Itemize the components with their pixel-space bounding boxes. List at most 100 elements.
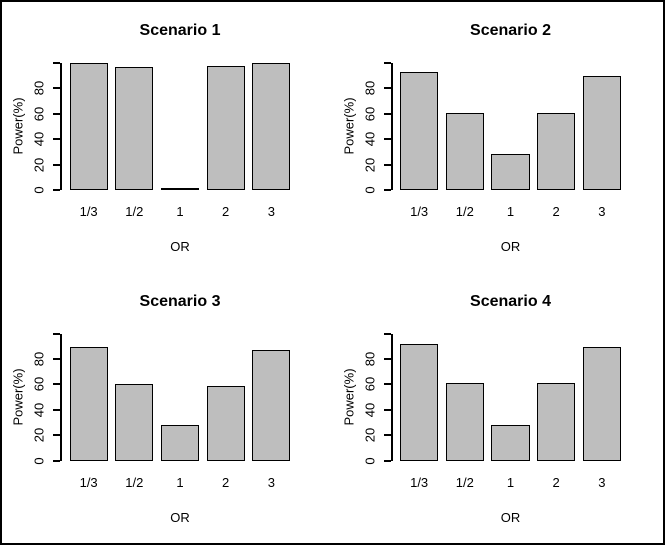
category-label: 1/3: [79, 474, 98, 490]
bar: [537, 383, 576, 461]
category-label: 2: [552, 204, 560, 219]
y-tick: [383, 62, 391, 64]
y-tick: [53, 332, 60, 335]
category-label: 1: [176, 204, 184, 219]
category-label: 1/2: [125, 474, 144, 490]
bar: [252, 350, 291, 461]
y-tick-label: 80: [362, 351, 377, 367]
y-tick: [53, 357, 60, 360]
y-tick-label: 20: [362, 157, 377, 172]
y-tick: [53, 62, 60, 64]
category-label: 1: [506, 474, 515, 490]
x-axis-label: OR: [170, 509, 190, 525]
category-label: 3: [267, 204, 275, 219]
y-tick: [53, 434, 60, 437]
bar: [115, 66, 154, 190]
category-label: 2: [222, 204, 230, 219]
category-label: 2: [222, 474, 230, 490]
y-tick: [383, 357, 391, 360]
y-tick: [383, 408, 391, 411]
y-tick-label: 60: [362, 106, 377, 122]
y-tick-label: 80: [362, 81, 377, 96]
bar: [160, 188, 200, 190]
y-axis-label: Power(%): [10, 367, 26, 426]
y-axis-line: [390, 63, 393, 190]
bar: [206, 65, 245, 190]
y-tick-label: 60: [362, 377, 377, 392]
chart-title: Scenario 2: [470, 22, 551, 39]
x-axis-label: OR: [500, 509, 521, 525]
category-label: 1: [176, 474, 184, 490]
x-axis-label: OR: [170, 239, 190, 254]
category-label: 1/2: [455, 474, 474, 490]
y-axis-line: [60, 333, 62, 461]
y-tick-label: 0: [31, 186, 47, 194]
y-tick-label: 80: [31, 351, 47, 367]
category-label: 3: [598, 204, 606, 219]
x-axis-label: OR: [500, 239, 521, 254]
y-tick-label: 0: [362, 456, 377, 465]
y-tick: [383, 434, 391, 437]
y-tick: [53, 408, 60, 411]
category-label: 1/2: [125, 204, 144, 219]
y-tick: [383, 138, 391, 141]
bar: [491, 424, 530, 461]
panel-scenario-3: Scenario 3 Power(%) 0 20 40 60 80 1/3 1/2 1 2 3 O…: [2, 273, 333, 544]
panel-scenario-2: Scenario 2 Power(%) 0 20 40 60 80 1/3 1/2 1 2 3 O…: [333, 2, 664, 273]
category-label: 1: [506, 204, 515, 219]
category-label: 1/3: [410, 474, 429, 490]
y-tick: [383, 332, 391, 335]
panel-scenario-4: Scenario 4 Power(%) 0 20 40 60 80 1/3 1/2 1 2 3 O…: [333, 273, 664, 544]
y-tick-label: 40: [362, 402, 377, 417]
category-label: 1/2: [455, 204, 474, 219]
bar: [445, 112, 484, 190]
y-axis-line: [390, 333, 393, 461]
y-axis-label: Power(%): [341, 367, 356, 426]
category-label: 1/3: [79, 204, 98, 219]
y-tick: [53, 189, 60, 191]
y-tick: [53, 459, 60, 462]
y-tick: [383, 459, 391, 462]
y-tick: [53, 112, 60, 115]
y-tick-label: 80: [31, 81, 47, 96]
plot-area: 0 20 40 60 80 1/3 1/2 1 2 3: [362, 332, 629, 490]
y-tick: [53, 163, 60, 166]
y-tick: [53, 383, 60, 386]
bar: [160, 424, 200, 461]
bar: [252, 63, 291, 190]
bar: [582, 347, 621, 461]
y-tick-label: 40: [31, 402, 47, 417]
category-label: 3: [267, 474, 275, 490]
bar: [115, 384, 154, 461]
y-tick: [383, 112, 391, 115]
plot-area: 0 20 40 60 80 1/3 1/2 1 2 3: [32, 332, 298, 490]
chart-title: Scenario 3: [139, 292, 221, 310]
y-tick-label: 40: [31, 131, 47, 147]
chart-title: Scenario 4: [470, 292, 551, 310]
y-axis-label: Power(%): [341, 97, 356, 155]
bar: [582, 75, 621, 190]
bar: [537, 112, 576, 190]
y-tick-label: 20: [31, 427, 47, 443]
chart-title: Scenario 1: [139, 22, 221, 39]
y-axis-line: [60, 63, 62, 190]
y-tick: [53, 87, 60, 90]
category-label: 3: [598, 474, 606, 490]
bar: [206, 385, 245, 461]
y-tick-label: 40: [362, 131, 377, 147]
plot-area: 0 20 40 60 80 1/3 1/2 1 2 3: [32, 62, 298, 219]
bar: [445, 383, 484, 461]
y-tick: [383, 189, 391, 191]
bar: [69, 63, 108, 190]
y-tick-label: 0: [362, 186, 377, 194]
plot-area: 0 20 40 60 80 1/3 1/2 1 2 3: [362, 62, 629, 219]
y-tick-label: 60: [31, 377, 47, 392]
y-tick: [383, 87, 391, 90]
y-tick-label: 60: [31, 106, 47, 122]
category-label: 2: [552, 474, 560, 490]
category-label: 1/3: [410, 204, 429, 219]
bar: [400, 71, 439, 190]
y-tick-label: 20: [362, 427, 377, 443]
panel-scenario-1: Scenario 1 Power(%) 0 20 40 60 80 1/3 1/2 1 2 3 O…: [2, 2, 333, 273]
